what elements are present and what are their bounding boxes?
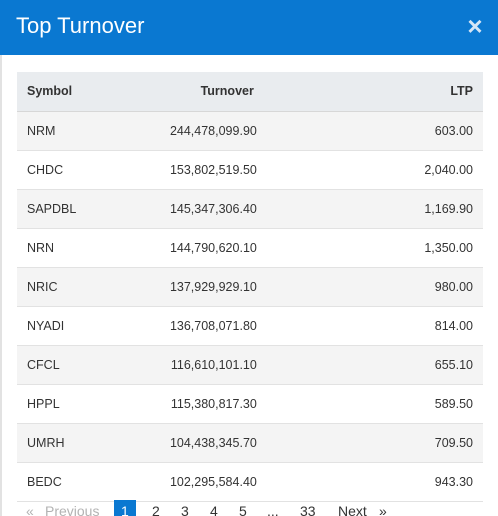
ltp-cell: 655.10 — [397, 345, 483, 385]
turnover-cell: 145,347,306.40 — [102, 189, 398, 229]
page-link-4[interactable]: 4 — [210, 503, 218, 516]
symbol-cell: NRM — [17, 111, 103, 151]
ltp-cell: 709.50 — [397, 423, 483, 463]
turnover-cell: 244,478,099.90 — [102, 111, 398, 151]
symbol-cell: CFCL — [17, 345, 103, 385]
symbol-cell: BEDC — [17, 462, 103, 502]
ltp-cell: 589.50 — [397, 384, 483, 424]
last-page-icon[interactable]: » — [379, 503, 387, 516]
turnover-table: Symbol Turnover LTP NRM 244,478,099.90 6… — [17, 72, 483, 502]
turnover-table-container: Symbol Turnover LTP NRM 244,478,099.90 6… — [17, 72, 483, 502]
ltp-cell: 1,169.90 — [397, 189, 483, 229]
symbol-cell: UMRH — [17, 423, 103, 463]
symbol-cell: CHDC — [17, 150, 103, 190]
table-row[interactable]: NRIC 137,929,929.10 980.00 — [17, 267, 483, 307]
pagination-ellipsis: ... — [267, 503, 279, 516]
turnover-cell: 153,802,519.50 — [102, 150, 398, 190]
ltp-cell: 1,350.00 — [397, 228, 483, 268]
symbol-cell: SAPDBL — [17, 189, 103, 229]
turnover-cell: 102,295,584.40 — [102, 462, 398, 502]
page-link-3[interactable]: 3 — [181, 503, 189, 516]
turnover-cell: 136,708,071.80 — [102, 306, 398, 346]
ltp-cell: 943.30 — [397, 462, 483, 502]
page-link-1[interactable]: 1 — [114, 500, 136, 516]
table-row[interactable]: CHDC 153,802,519.50 2,040.00 — [17, 150, 483, 190]
symbol-cell: NRN — [17, 228, 103, 268]
table-row[interactable]: NYADI 136,708,071.80 814.00 — [17, 306, 483, 346]
modal-left-border — [0, 55, 2, 516]
page-link-2[interactable]: 2 — [152, 503, 160, 516]
symbol-cell: HPPL — [17, 384, 103, 424]
column-header-ltp[interactable]: LTP — [397, 72, 483, 112]
column-header-turnover[interactable]: Turnover — [102, 72, 398, 112]
table-row[interactable]: CFCL 116,610,101.10 655.10 — [17, 345, 483, 385]
first-page-icon[interactable]: « — [26, 503, 34, 516]
page-link-33[interactable]: 33 — [300, 503, 316, 516]
next-page-link[interactable]: Next — [338, 503, 367, 516]
table-header-row: Symbol Turnover LTP — [17, 72, 483, 112]
turnover-cell: 144,790,620.10 — [102, 228, 398, 268]
ltp-cell: 980.00 — [397, 267, 483, 307]
close-icon[interactable]: × — [467, 11, 483, 41]
modal-header: Top Turnover × — [0, 0, 498, 55]
column-header-symbol[interactable]: Symbol — [17, 72, 103, 112]
table-row[interactable]: HPPL 115,380,817.30 589.50 — [17, 384, 483, 424]
symbol-cell: NRIC — [17, 267, 103, 307]
ltp-cell: 2,040.00 — [397, 150, 483, 190]
turnover-cell: 116,610,101.10 — [102, 345, 398, 385]
modal-title: Top Turnover — [16, 13, 145, 38]
ltp-cell: 814.00 — [397, 306, 483, 346]
symbol-cell: NYADI — [17, 306, 103, 346]
table-row[interactable]: NRM 244,478,099.90 603.00 — [17, 111, 483, 151]
pagination: « Previous 1 2 3 4 5 ... 33 Next » — [17, 500, 483, 516]
ltp-cell: 603.00 — [397, 111, 483, 151]
table-row[interactable]: UMRH 104,438,345.70 709.50 — [17, 423, 483, 463]
table-row[interactable]: NRN 144,790,620.10 1,350.00 — [17, 228, 483, 268]
table-row[interactable]: SAPDBL 145,347,306.40 1,169.90 — [17, 189, 483, 229]
turnover-cell: 137,929,929.10 — [102, 267, 398, 307]
turnover-cell: 115,380,817.30 — [102, 384, 398, 424]
page-link-5[interactable]: 5 — [239, 503, 247, 516]
previous-page-link[interactable]: Previous — [45, 503, 100, 516]
table-row[interactable]: BEDC 102,295,584.40 943.30 — [17, 462, 483, 502]
turnover-cell: 104,438,345.70 — [102, 423, 398, 463]
